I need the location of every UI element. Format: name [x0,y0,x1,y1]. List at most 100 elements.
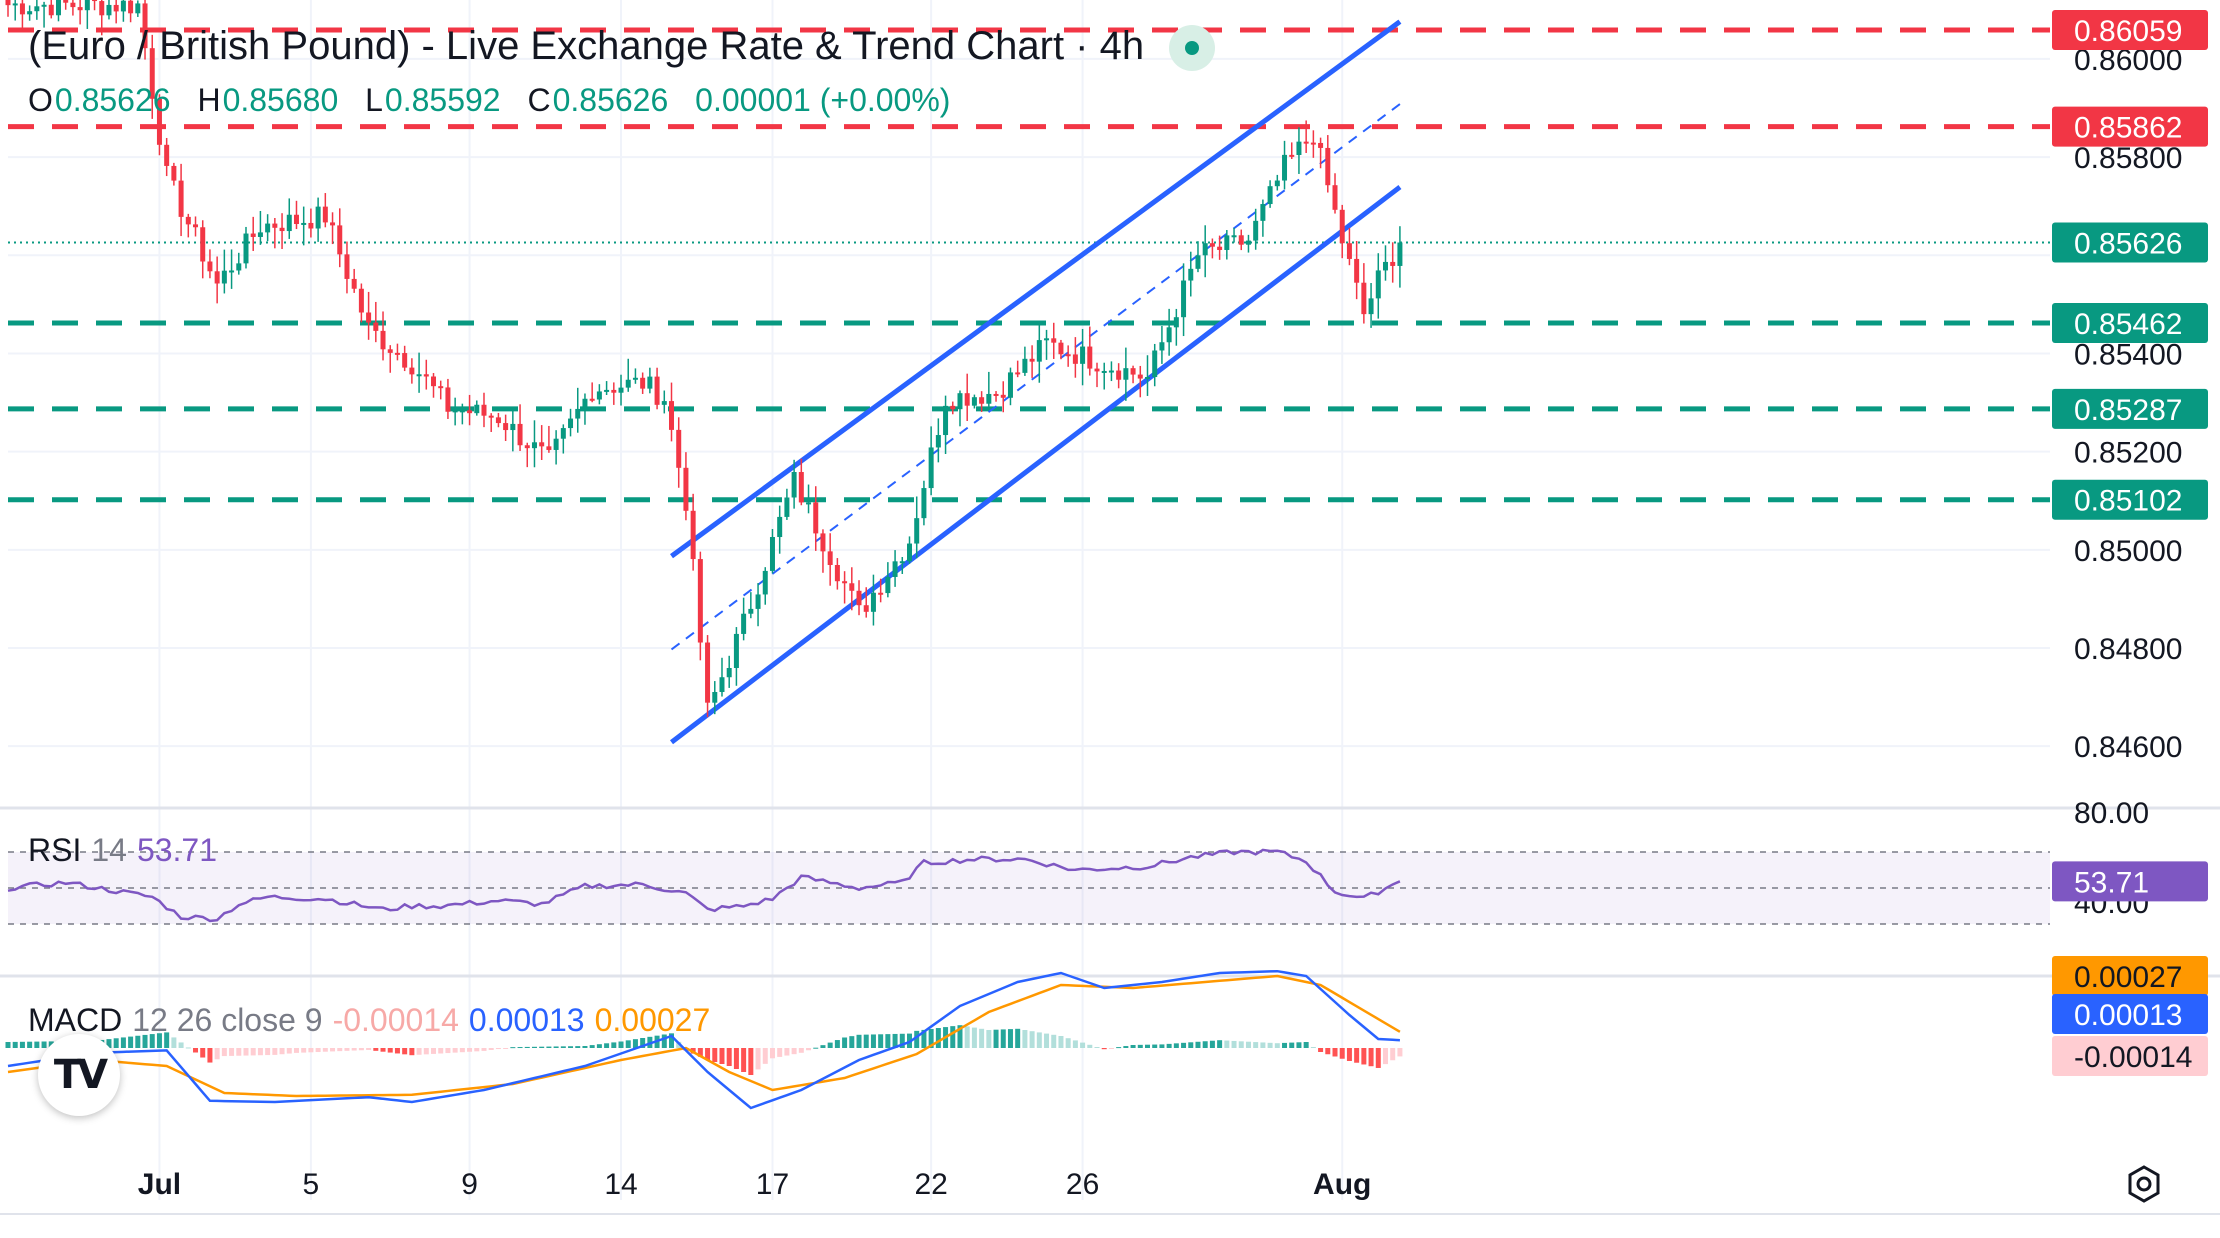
macd-histogram-bar [19,1041,25,1048]
macd-histogram-bar [1397,1048,1403,1057]
macd-legend[interactable]: MACD 12 26 close 9 -0.00014 0.00013 0.00027 [28,1002,720,1039]
macd-histogram-bar [1318,1048,1324,1052]
candle-body [589,398,595,401]
candle-body [921,488,927,519]
macd-histogram-bar [1224,1040,1230,1048]
macd-histogram-bar [979,1028,985,1048]
candle-body [870,592,876,612]
macd-histogram-bar [849,1036,855,1048]
price-tick-label: 0.85200 [2074,437,2182,470]
candle-body [459,410,465,413]
macd-histogram-bar [712,1048,718,1062]
macd-histogram-bar [12,1041,18,1048]
macd-histogram-bar [250,1048,256,1056]
price-axis[interactable]: 0.860000.858000.854000.852000.850000.848… [2052,9,2208,1076]
support-price-badge: 0.85102 [2074,485,2182,518]
candle-body [1368,298,1374,315]
rsi-legend[interactable]: RSI 14 53.71 [28,832,227,869]
macd-histogram-bar [755,1048,761,1070]
candle-body [777,516,783,538]
macd-histogram-bar [452,1048,458,1053]
macd-histogram-bar [193,1048,199,1053]
macd-histogram-bar [726,1048,732,1066]
macd-histogram-bar [921,1029,927,1048]
candle-body [1332,185,1338,210]
macd-histogram-bar [1390,1048,1396,1061]
macd-histogram-bar [553,1046,559,1048]
candle-body [1181,280,1187,318]
candle-body [229,270,235,273]
candle-body [5,0,11,6]
candle-body [1260,204,1266,221]
resistance-price-badge: 0.85862 [2074,112,2182,145]
macd-histogram-bar [1354,1048,1360,1063]
macd-histogram-bar [1137,1044,1143,1048]
macd-histogram-bar [1231,1040,1237,1048]
macd-histogram-bar [971,1027,977,1048]
candle-body [1390,261,1396,266]
macd-histogram-bar [733,1048,739,1069]
macd-histogram-bar [1310,1047,1316,1048]
candle-body [1325,147,1331,186]
candle-body [120,0,126,12]
candle-body [625,379,631,388]
macd-histogram-bar [1202,1041,1208,1048]
macd-histogram-bar [459,1048,465,1053]
trend-channel [669,19,1402,745]
macd-histogram-bar [128,1036,134,1048]
candle-body [856,590,862,606]
macd-histogram-bar [1253,1042,1259,1048]
candle-body [495,417,501,424]
candle-body [1072,354,1078,364]
candle-body [741,613,747,634]
time-axis[interactable]: Jul 5 9 14 17 22 26 Aug [138,1168,1372,1201]
macd-histogram-bar [524,1046,530,1048]
macd-histogram-bar [820,1045,826,1048]
candle-body [315,206,321,229]
candle-body [272,223,278,228]
macd-histogram-bar [784,1048,790,1056]
macd-histogram-bar [1173,1043,1179,1048]
macd-histogram-bar [358,1048,364,1051]
candle-body [394,352,400,355]
candle-body [1361,282,1367,315]
candle-body [611,389,617,393]
candle-body [755,594,761,609]
macd-histogram-bar [531,1046,537,1048]
macd-histogram-bar [171,1037,177,1048]
candle-body [769,537,775,571]
gear-icon[interactable] [2124,1164,2164,1204]
candle-body [149,48,155,99]
macd-histogram-bar [899,1033,905,1048]
candle-body [726,668,732,678]
support-price-badge-bg [2052,479,2208,520]
macd-histogram-bar [373,1048,379,1051]
macd-histogram-bar [229,1048,235,1056]
candle-body [243,233,249,264]
candle-body [690,510,696,560]
macd-histogram-bar [488,1048,494,1050]
macd-histogram-bar [445,1048,451,1054]
candle-body [1397,242,1403,266]
candle-body [1130,368,1136,375]
tradingview-logo-icon[interactable]: TV [38,1034,120,1116]
macd-histogram-bar [1051,1034,1057,1048]
candle-body [849,583,855,591]
macd-histogram-bar [416,1048,422,1055]
macd-histogram-bar [705,1048,711,1060]
candle-body [669,401,675,430]
resistance-price-badge-bg [2052,106,2208,147]
candle-body [971,397,977,406]
macd-histogram-bar [1152,1044,1158,1048]
candle-body [1108,370,1114,373]
macd-histogram-bar [149,1034,155,1048]
rsi-value: 53.71 [136,832,218,868]
candle-body [142,3,148,49]
macd-histogram-bar [322,1048,328,1052]
macd-signal-value: 0.00027 [594,1002,711,1038]
macd-histogram-bar [185,1047,191,1049]
macd-histogram-bar [964,1026,970,1048]
macd-histogram-bar [1209,1040,1215,1048]
